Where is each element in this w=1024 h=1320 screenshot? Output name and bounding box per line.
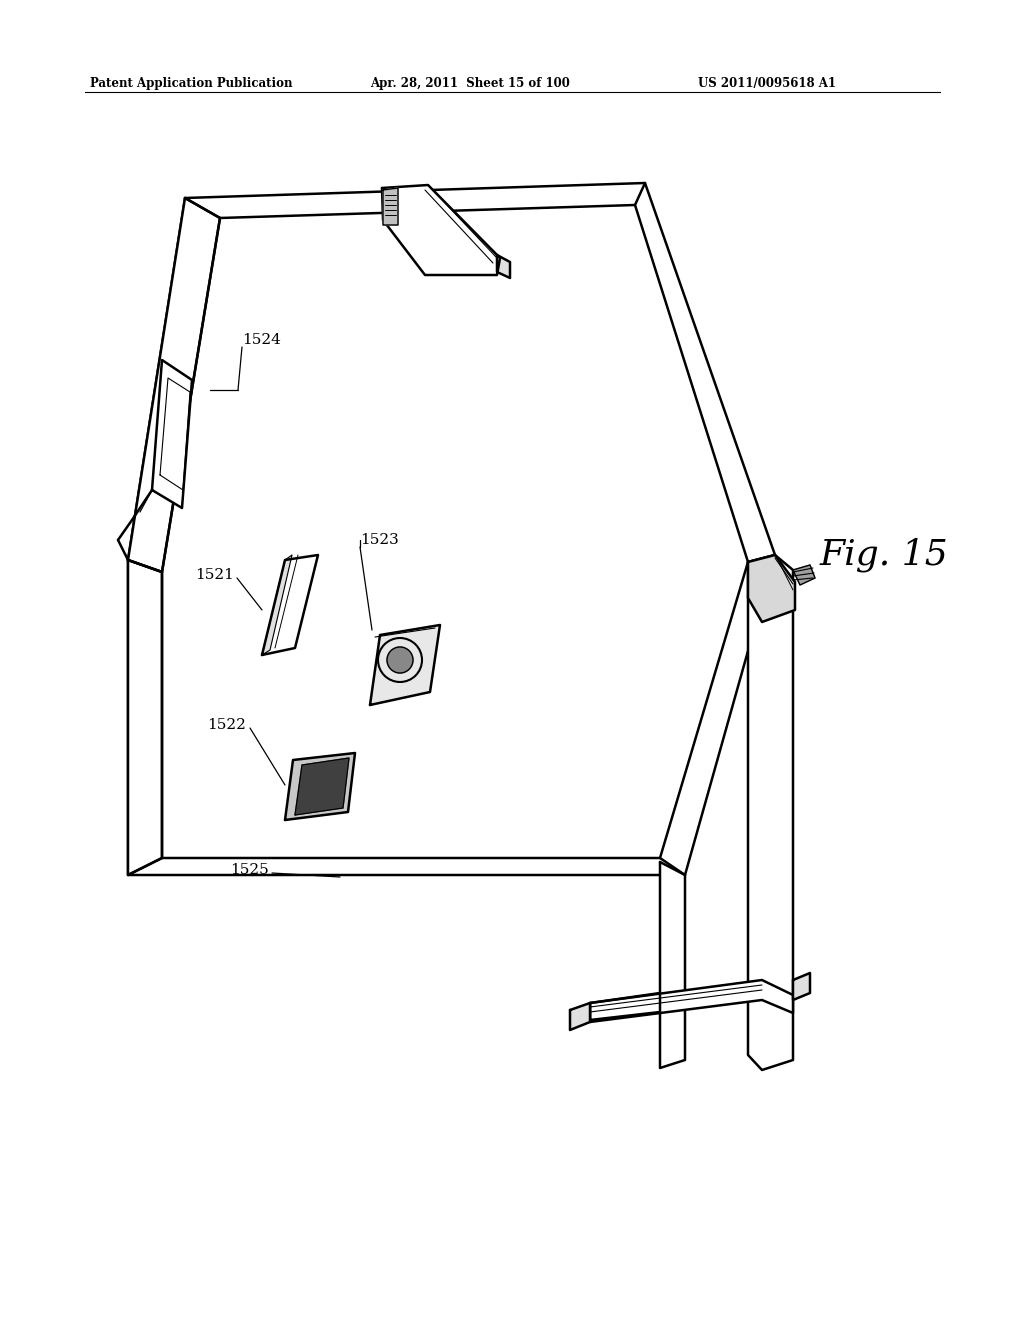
Polygon shape	[128, 183, 775, 875]
Text: Fig. 15: Fig. 15	[820, 537, 949, 573]
Polygon shape	[793, 565, 815, 585]
Polygon shape	[285, 752, 355, 820]
Text: 1522: 1522	[207, 718, 246, 733]
Polygon shape	[660, 862, 685, 1068]
Polygon shape	[748, 554, 795, 622]
Text: 1521: 1521	[195, 568, 233, 582]
Polygon shape	[162, 205, 748, 858]
Text: US 2011/0095618 A1: US 2011/0095618 A1	[698, 77, 836, 90]
Polygon shape	[590, 993, 660, 1020]
Text: 1523: 1523	[360, 533, 398, 546]
Polygon shape	[748, 554, 793, 1071]
Text: 1525: 1525	[230, 863, 268, 876]
Polygon shape	[262, 554, 292, 655]
Polygon shape	[262, 554, 318, 655]
Polygon shape	[590, 979, 793, 1022]
Text: Patent Application Publication: Patent Application Publication	[90, 77, 293, 90]
Polygon shape	[382, 185, 500, 275]
Text: 1524: 1524	[242, 333, 281, 347]
Polygon shape	[497, 255, 510, 279]
Polygon shape	[128, 560, 162, 875]
Polygon shape	[383, 187, 398, 224]
Polygon shape	[570, 1003, 590, 1030]
Polygon shape	[128, 198, 220, 572]
Polygon shape	[295, 758, 349, 814]
Circle shape	[387, 647, 413, 673]
Polygon shape	[793, 973, 810, 1001]
Polygon shape	[370, 624, 440, 705]
Polygon shape	[152, 360, 193, 508]
Text: Apr. 28, 2011  Sheet 15 of 100: Apr. 28, 2011 Sheet 15 of 100	[370, 77, 570, 90]
